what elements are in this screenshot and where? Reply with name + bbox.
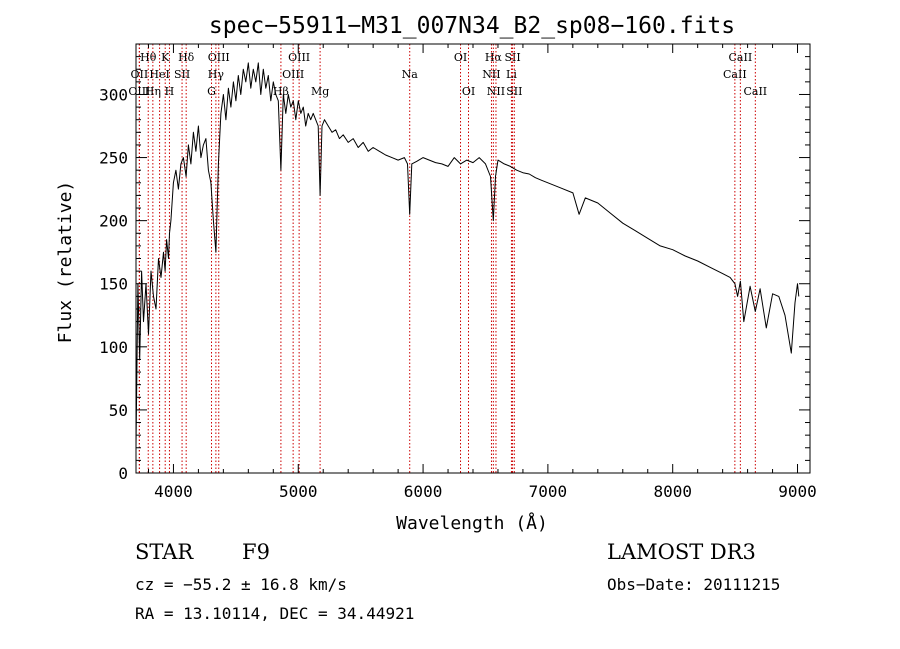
y-tick-label: 300 [99, 85, 128, 104]
line-marker-label: Hη [145, 85, 161, 98]
spectrum-series [135, 62, 800, 448]
line-marker-label: Hγ [208, 68, 225, 81]
x-tick-label: 6000 [404, 482, 443, 501]
line-marker-label: Hθ [140, 51, 157, 64]
line-marker-label: Li [506, 68, 517, 81]
line-marker-label: NII [487, 85, 505, 98]
line-marker-label: SII [504, 51, 520, 64]
line-marker-label: CaII [723, 68, 747, 81]
coordinates: RA = 13.10114, DEC = 34.44921 [135, 604, 414, 623]
line-marker-label: G [207, 85, 216, 98]
y-tick-label: 200 [99, 212, 128, 231]
line-marker-label: CaII [743, 85, 767, 98]
obs-date: Obs−Date: 20111215 [607, 575, 780, 594]
line-marker-label: OII [131, 68, 149, 81]
line-marker-label: OIII [208, 51, 230, 64]
y-axis-label: Flux (relative) [55, 181, 76, 344]
line-marker-label: SII [174, 68, 190, 81]
line-marker-label: Mg [311, 85, 329, 98]
spectrum-line [135, 62, 800, 448]
line-marker-label: H [165, 85, 175, 98]
y-tick-label: 250 [99, 149, 128, 168]
x-tick-label: 5000 [279, 482, 318, 501]
redshift-readout: cz = −55.2 ± 16.8 km/s [135, 575, 347, 594]
x-axis-label: Wavelength (Å) [396, 512, 548, 534]
plot-axes: 4000 5000 6000 7000 8000 9000 0 50 100 150 200 250 3… [99, 43, 817, 501]
line-marker-label: OI [454, 51, 467, 64]
x-tick-label: 4000 [154, 482, 193, 501]
x-tick-label: 9000 [778, 482, 817, 501]
object-subclass: F9 [242, 540, 270, 564]
line-marker-label: HeI [149, 68, 169, 81]
x-tick-label: 7000 [529, 482, 568, 501]
line-marker-label: OIII [288, 51, 310, 64]
chart-title: spec−55911−M31_007N34_B2_sp08−160.fits [209, 13, 735, 39]
object-class: STAR [135, 540, 194, 564]
line-marker-label: Hβ [273, 85, 289, 98]
plot-frame [135, 43, 811, 474]
line-marker-label: OIII [282, 68, 304, 81]
y-tick-label: 150 [99, 275, 128, 294]
x-tick-label: 8000 [653, 482, 692, 501]
survey-name: LAMOST DR3 [607, 540, 756, 564]
line-marker-label: Na [402, 68, 419, 81]
line-marker-label: K [161, 51, 170, 64]
line-marker-label: SII [506, 85, 522, 98]
line-marker-label: CaII [729, 51, 753, 64]
y-tick-label: 50 [109, 401, 128, 420]
line-marker-label: OI [462, 85, 475, 98]
line-marker-label: Hδ [178, 51, 195, 64]
line-marker-label: Hα [485, 51, 503, 64]
y-tick-label: 0 [118, 464, 128, 483]
y-tick-label: 100 [99, 338, 128, 357]
line-marker-label: NII [482, 68, 500, 81]
